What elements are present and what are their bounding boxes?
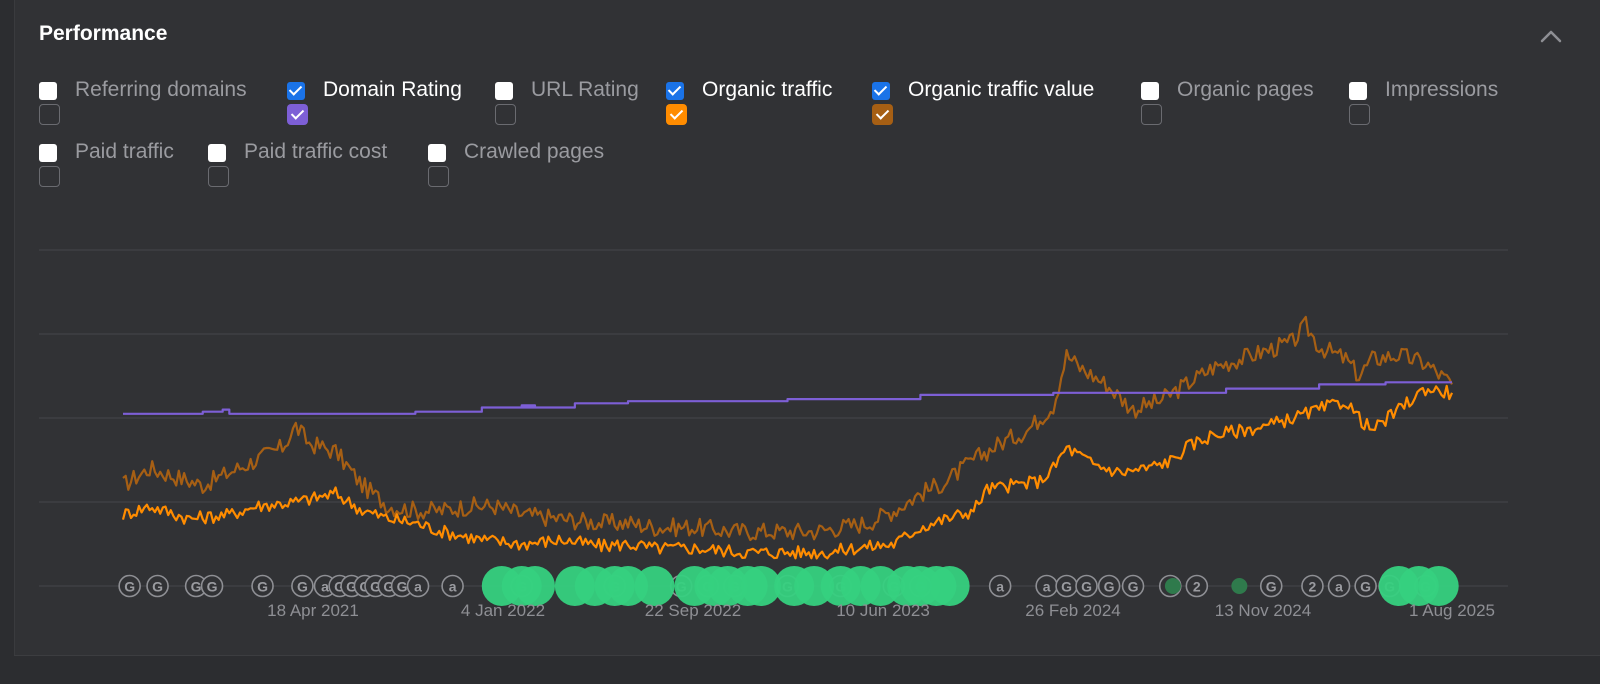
metric-label: Paid traffic cost bbox=[244, 140, 388, 163]
metric-color-swatch[interactable] bbox=[39, 104, 60, 125]
metric-checkbox[interactable] bbox=[1141, 82, 1159, 100]
metric-color-swatch[interactable] bbox=[666, 104, 687, 125]
metric-label: Organic traffic bbox=[702, 78, 833, 101]
metric-checkbox[interactable] bbox=[428, 144, 446, 162]
metric-color-swatch[interactable] bbox=[872, 104, 893, 125]
metric-label: URL Rating bbox=[531, 78, 639, 101]
panel-footer-strip bbox=[14, 655, 1600, 684]
metric-label: Impressions bbox=[1385, 78, 1499, 101]
metric-checkbox[interactable] bbox=[208, 144, 226, 162]
metric-checkbox[interactable] bbox=[666, 82, 684, 100]
metric-label: Domain Rating bbox=[323, 78, 462, 101]
metric-checkbox[interactable] bbox=[39, 144, 57, 162]
panel-title: Performance bbox=[39, 22, 168, 45]
metric-color-swatch[interactable] bbox=[1141, 104, 1162, 125]
metric-label: Crawled pages bbox=[464, 140, 605, 163]
metric-checkbox[interactable] bbox=[1349, 82, 1367, 100]
metric-checkbox[interactable] bbox=[495, 82, 513, 100]
metric-checkbox[interactable] bbox=[39, 82, 57, 100]
metric-checkbox[interactable] bbox=[872, 82, 890, 100]
metric-label: Paid traffic bbox=[75, 140, 174, 163]
chevron-up-icon[interactable] bbox=[1538, 24, 1564, 50]
metric-label: Organic pages bbox=[1177, 78, 1314, 101]
metric-label: Referring domains bbox=[75, 78, 247, 101]
metric-color-swatch[interactable] bbox=[208, 166, 229, 187]
metric-checkbox[interactable] bbox=[287, 82, 305, 100]
metric-label: Organic traffic value bbox=[908, 78, 1095, 101]
metric-color-swatch[interactable] bbox=[495, 104, 516, 125]
metric-color-swatch[interactable] bbox=[1349, 104, 1370, 125]
metric-color-swatch[interactable] bbox=[428, 166, 449, 187]
metric-color-swatch[interactable] bbox=[287, 104, 308, 125]
metric-color-swatch[interactable] bbox=[39, 166, 60, 187]
